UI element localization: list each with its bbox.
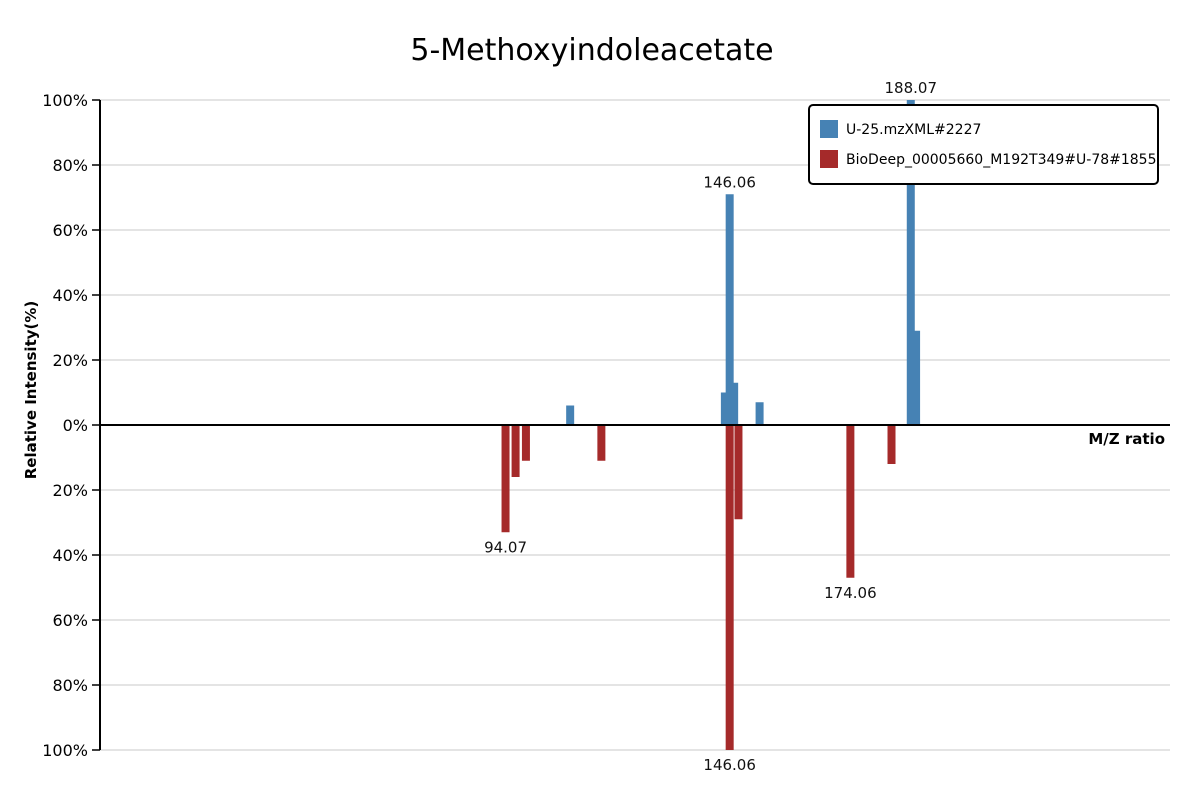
y-tick-label: 60% (52, 221, 88, 240)
reference-peak-bar (846, 425, 855, 578)
legend-label-query: U-25.mzXML#2227 (846, 122, 981, 138)
reference-peak-label: 94.07 (484, 538, 527, 556)
y-tick-label: 0% (63, 416, 88, 435)
y-tick-label: 20% (52, 351, 88, 370)
query-peak-bar (730, 382, 739, 425)
legend: U-25.mzXML#2227 BioDeep_00005660_M192T34… (808, 104, 1159, 185)
query-peak-label: 188.07 (885, 79, 938, 97)
y-tick-label: 40% (52, 546, 88, 565)
y-tick-label: 80% (52, 156, 88, 175)
peak-labels: 146.06 188.07 94.07 146.06 174.06 (484, 79, 937, 774)
reference-peak-label: 174.06 (824, 584, 877, 602)
axes (99, 100, 1170, 750)
reference-peak-bar (734, 425, 743, 520)
y-tick-label: 40% (52, 286, 88, 305)
y-tick-label: 20% (52, 481, 88, 500)
y-axis-label: Relative Intensity(%) (22, 301, 40, 480)
legend-swatch-query (820, 120, 838, 138)
legend-swatch-reference (820, 150, 838, 168)
x-axis-label: M/Z ratio (1088, 430, 1165, 448)
reference-peak-bar (725, 425, 734, 750)
reference-peak-bar (521, 425, 530, 461)
query-peak-bar (566, 405, 575, 425)
query-peak-label: 146.06 (703, 173, 756, 191)
y-tick-label: 100% (42, 741, 88, 760)
spectrum-bars (501, 100, 921, 750)
query-peak-bar (725, 194, 734, 425)
query-peak-bar (720, 392, 729, 425)
reference-peak-bar (501, 425, 510, 533)
query-peak-bar (912, 330, 921, 425)
query-peak-bar (755, 402, 764, 425)
query-peak-bar (906, 100, 915, 425)
reference-peak-bar (887, 425, 896, 464)
reference-peak-label: 146.06 (703, 756, 756, 774)
legend-label-reference: BioDeep_00005660_M192T349#U-78#1855 (846, 152, 1157, 168)
y-tick-label: 80% (52, 676, 88, 695)
reference-peak-bar (511, 425, 520, 477)
chart-title: 5-Methoxyindoleacetate (410, 33, 773, 68)
y-axis-ticks: 100% 80% 60% 40% 20% 0% 20% 40% 60% 80% 100% (42, 91, 100, 760)
legend-box (808, 104, 1159, 185)
reference-peak-bar (597, 425, 606, 461)
y-tick-label: 60% (52, 611, 88, 630)
y-tick-label: 100% (42, 91, 88, 110)
